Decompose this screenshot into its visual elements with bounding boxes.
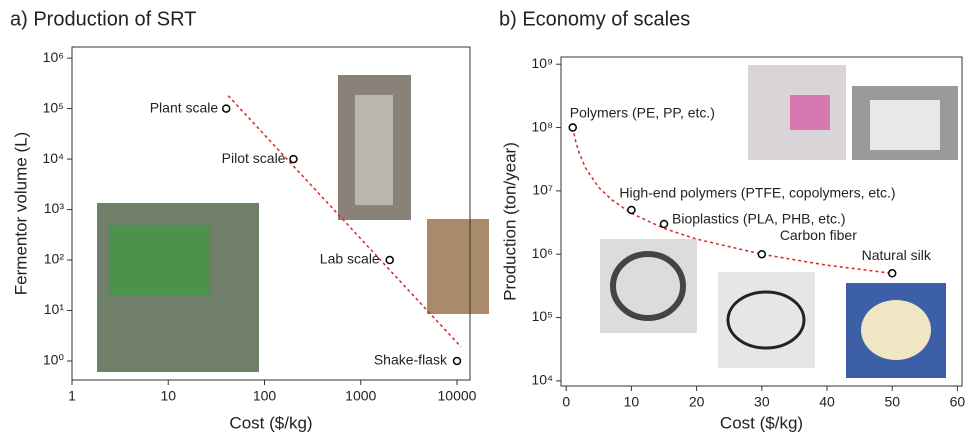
chart-title: b) Economy of scales [499,8,690,30]
y-tick-label: 10² [44,251,65,267]
photo-silk-cocoons [861,300,931,360]
point-label: Lab scale [320,251,380,267]
y-tick-label: 10⁵ [532,308,553,324]
point [569,124,576,131]
y-tick-label: 10⁸ [532,118,554,134]
point-label: Pilot scale [222,150,286,166]
y-tick-label: 10³ [44,200,65,216]
x-tick-label: 1000 [345,388,376,404]
y-axis-label: Production (ton/year) [500,142,519,301]
x-tick-label: 60 [950,394,966,410]
photo-reactor-detail [355,95,393,205]
photo-parts-detail [870,100,940,150]
point [661,220,668,227]
x-tick-label: 100 [253,388,277,404]
x-tick-label: 50 [884,394,900,410]
y-tick-label: 10⁵ [43,99,64,115]
x-tick-label: 1 [68,388,76,404]
point-label: Bioplastics (PLA, PHB, etc.) [672,211,846,227]
chart: a) Production of SRT Cost ($/kg) Fermentor… [0,0,969,439]
photo-flask [427,219,489,314]
y-axis-label: Fermentor volume (L) [11,132,30,295]
x-tick-label: 0 [562,394,570,410]
x-tick-label: 40 [819,394,835,410]
point-label: Polymers (PE, PP, etc.) [570,104,715,120]
point [453,357,460,364]
x-tick-label: 20 [689,394,705,410]
y-tick-label: 10¹ [44,301,65,317]
point [758,251,765,258]
y-tick-label: 10⁶ [43,49,64,65]
y-tick-label: 10⁹ [531,55,553,71]
x-tick-label: 10 [624,394,640,410]
photo-pipette-detail [790,95,830,130]
x-tick-label: 30 [754,394,770,410]
point-label: Shake-flask [374,352,448,368]
point-label: High-end polymers (PTFE, copolymers, etc… [619,185,895,201]
x-tick-label: 10000 [438,388,477,404]
y-tick-label: 10⁰ [43,352,65,368]
x-axis-label: Cost ($/kg) [229,413,312,432]
point [889,270,896,277]
photo-plant-detail [110,225,210,295]
photo-fiber-2 [718,272,815,368]
y-tick-label: 10⁴ [42,150,64,166]
y-tick-label: 10⁶ [532,245,553,261]
point [290,156,297,163]
y-tick-label: 10⁴ [531,372,553,388]
point [223,105,230,112]
point-label: Plant scale [150,99,219,115]
point [386,257,393,264]
chart-title: a) Production of SRT [10,8,196,30]
point [628,206,635,213]
point-label: Natural silk [862,247,932,263]
x-axis-label: Cost ($/kg) [720,413,803,432]
y-tick-label: 10⁷ [532,182,553,198]
point-label: Carbon fiber [780,227,857,243]
x-tick-label: 10 [160,388,176,404]
